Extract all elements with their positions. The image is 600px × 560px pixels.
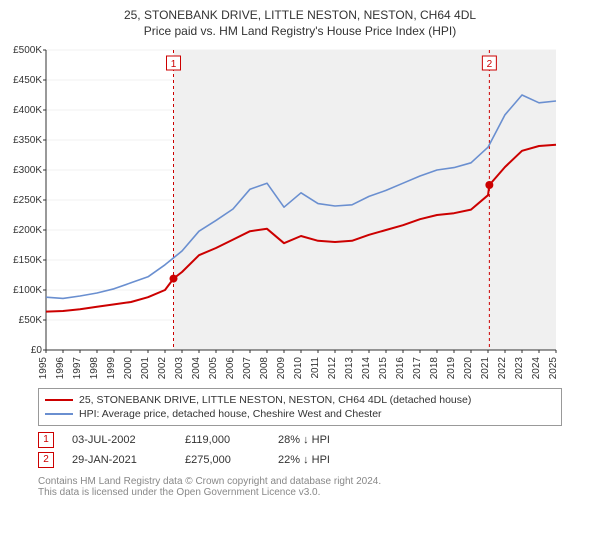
svg-text:2025: 2025 <box>548 357 559 380</box>
svg-text:£300K: £300K <box>13 165 42 176</box>
legend-swatch <box>45 413 73 415</box>
svg-text:2007: 2007 <box>242 357 253 380</box>
svg-text:2010: 2010 <box>293 357 304 380</box>
svg-text:£200K: £200K <box>13 225 42 236</box>
svg-text:2002: 2002 <box>157 357 168 380</box>
svg-text:1998: 1998 <box>89 357 100 380</box>
container: 25, STONEBANK DRIVE, LITTLE NESTON, NEST… <box>0 0 600 560</box>
sale-row: 1 03-JUL-2002 £119,000 28% ↓ HPI <box>38 430 562 450</box>
svg-text:2024: 2024 <box>531 357 542 380</box>
sale-price: £275,000 <box>185 454 260 466</box>
sale-diff: 28% ↓ HPI <box>278 434 330 446</box>
footnote: Contains HM Land Registry data © Crown c… <box>38 476 562 498</box>
legend-swatch <box>45 399 73 401</box>
svg-text:2: 2 <box>487 59 493 70</box>
legend-label: 25, STONEBANK DRIVE, LITTLE NESTON, NEST… <box>79 394 471 406</box>
sale-records: 1 03-JUL-2002 £119,000 28% ↓ HPI 2 29-JAN-202… <box>38 430 562 470</box>
svg-text:£100K: £100K <box>13 285 42 296</box>
legend-item: 25, STONEBANK DRIVE, LITTLE NESTON, NEST… <box>45 393 555 407</box>
svg-text:2003: 2003 <box>174 357 185 380</box>
svg-text:2009: 2009 <box>276 357 287 380</box>
legend: 25, STONEBANK DRIVE, LITTLE NESTON, NEST… <box>38 388 562 426</box>
svg-text:2004: 2004 <box>191 357 202 380</box>
svg-text:£350K: £350K <box>13 135 42 146</box>
sale-marker: 2 <box>38 452 54 468</box>
svg-text:2005: 2005 <box>208 357 219 380</box>
svg-text:£50K: £50K <box>19 315 43 326</box>
svg-text:2000: 2000 <box>123 357 134 380</box>
footnote-line-2: This data is licensed under the Open Gov… <box>38 487 562 498</box>
svg-text:2012: 2012 <box>327 357 338 380</box>
svg-text:2001: 2001 <box>140 357 151 380</box>
svg-text:£150K: £150K <box>13 255 42 266</box>
svg-text:2022: 2022 <box>497 357 508 380</box>
svg-text:1997: 1997 <box>72 357 83 380</box>
svg-text:£400K: £400K <box>13 105 42 116</box>
svg-text:2019: 2019 <box>446 357 457 380</box>
sale-date: 03-JUL-2002 <box>72 434 167 446</box>
svg-text:1: 1 <box>171 59 177 70</box>
sale-date: 29-JAN-2021 <box>72 454 167 466</box>
svg-text:2023: 2023 <box>514 357 525 380</box>
sale-diff: 22% ↓ HPI <box>278 454 330 466</box>
price-chart: £0 £50K £100K £150K £200K £250K £300K £350K £400… <box>8 42 568 384</box>
legend-label: HPI: Average price, detached house, Ches… <box>79 408 382 420</box>
svg-text:2014: 2014 <box>361 357 372 380</box>
svg-text:2016: 2016 <box>395 357 406 380</box>
sale-price: £119,000 <box>185 434 260 446</box>
svg-text:1995: 1995 <box>38 357 49 380</box>
svg-text:2011: 2011 <box>310 357 321 379</box>
svg-text:£450K: £450K <box>13 75 42 86</box>
svg-text:1996: 1996 <box>55 357 66 380</box>
svg-text:£0: £0 <box>31 345 43 356</box>
chart-title-block: 25, STONEBANK DRIVE, LITTLE NESTON, NEST… <box>0 0 600 42</box>
sale-row: 2 29-JAN-2021 £275,000 22% ↓ HPI <box>38 450 562 470</box>
svg-text:2015: 2015 <box>378 357 389 380</box>
svg-text:£250K: £250K <box>13 195 42 206</box>
svg-text:2020: 2020 <box>463 357 474 380</box>
svg-text:2017: 2017 <box>412 357 423 380</box>
title-line-1: 25, STONEBANK DRIVE, LITTLE NESTON, NEST… <box>10 8 590 22</box>
svg-text:2021: 2021 <box>480 357 491 380</box>
svg-text:2008: 2008 <box>259 357 270 380</box>
svg-text:1999: 1999 <box>106 357 117 380</box>
legend-item: HPI: Average price, detached house, Ches… <box>45 407 555 421</box>
svg-text:2013: 2013 <box>344 357 355 380</box>
title-line-2: Price paid vs. HM Land Registry's House … <box>10 24 590 38</box>
footnote-line-1: Contains HM Land Registry data © Crown c… <box>38 476 562 487</box>
svg-text:2006: 2006 <box>225 357 236 380</box>
sale-marker: 1 <box>38 432 54 448</box>
svg-text:2018: 2018 <box>429 357 440 380</box>
chart-area: £0 £50K £100K £150K £200K £250K £300K £350K £400… <box>8 42 592 384</box>
svg-text:£500K: £500K <box>13 45 42 56</box>
